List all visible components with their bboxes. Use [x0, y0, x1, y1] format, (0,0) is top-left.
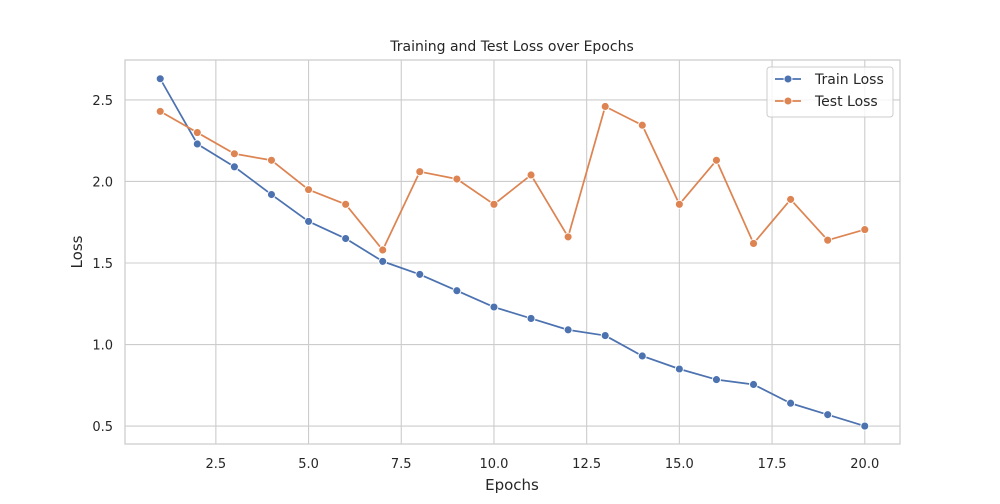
data-point-train-loss	[192, 139, 202, 149]
y-tick-label: 2.0	[92, 175, 113, 190]
series-layer	[155, 74, 870, 431]
y-tick-label: 2.5	[92, 94, 113, 109]
data-point-test-loss	[341, 199, 351, 209]
data-point-train-loss	[860, 421, 870, 431]
data-point-test-loss	[526, 170, 536, 180]
series-line-train-loss	[159, 77, 866, 427]
y-tick-label: 1.5	[92, 257, 113, 272]
data-point-test-loss	[786, 194, 796, 204]
data-point-test-loss	[860, 225, 870, 235]
data-point-train-loss	[563, 325, 573, 335]
legend-label-train-loss: Train Loss	[814, 72, 884, 88]
data-point-test-loss	[637, 120, 647, 130]
data-point-train-loss	[749, 380, 758, 389]
x-tick-label: 10.0	[479, 457, 508, 472]
x-axis-label: Epochs	[485, 476, 539, 494]
x-tick-label: 17.5	[758, 457, 787, 472]
data-point-train-loss	[341, 234, 351, 243]
data-point-test-loss	[192, 128, 202, 138]
x-tick-label: 15.0	[665, 457, 694, 472]
legend: Train Loss Test Loss	[766, 66, 894, 118]
legend-label-test-loss: Test Loss	[814, 94, 878, 110]
data-point-test-loss	[711, 155, 721, 165]
x-tick-label: 7.5	[391, 457, 412, 472]
data-point-test-loss	[563, 232, 573, 242]
data-point-train-loss	[155, 74, 165, 84]
data-point-train-loss	[304, 216, 314, 226]
data-point-test-loss	[600, 102, 610, 111]
data-point-test-loss	[267, 155, 276, 165]
data-point-train-loss	[452, 286, 462, 296]
series-train-loss	[155, 74, 870, 431]
x-axis-ticks: 2.5 5.0 7.5 10.0 12.5 15.0 17.5 20.0	[206, 457, 880, 472]
data-point-train-loss	[415, 269, 425, 279]
data-point-test-loss	[674, 199, 684, 209]
x-tick-label: 5.0	[298, 457, 319, 472]
data-point-test-loss	[749, 238, 758, 248]
data-point-train-loss	[267, 190, 276, 199]
data-point-test-loss	[452, 174, 462, 184]
series-line-test-loss	[159, 105, 866, 251]
y-tick-label: 1.0	[92, 339, 113, 354]
chart-title: Training and Test Loss over Epochs	[389, 39, 634, 55]
x-tick-label: 2.5	[206, 457, 227, 472]
data-point-test-loss	[823, 235, 833, 245]
x-tick-label: 20.0	[850, 457, 879, 472]
data-point-test-loss	[489, 199, 499, 209]
data-point-train-loss	[637, 351, 647, 361]
data-point-test-loss	[378, 245, 388, 255]
y-axis-ticks: 0.5 1.0 1.5 2.0 2.5	[92, 94, 113, 435]
plot-frame	[124, 59, 901, 445]
data-point-train-loss	[674, 364, 684, 374]
data-point-test-loss	[415, 167, 425, 177]
data-point-train-loss	[823, 410, 833, 420]
data-point-train-loss	[526, 313, 536, 323]
data-point-train-loss	[229, 162, 239, 172]
data-point-test-loss	[304, 185, 314, 195]
data-point-train-loss	[489, 302, 499, 312]
grid-lines	[125, 60, 900, 444]
series-test-loss	[155, 102, 870, 255]
data-point-train-loss	[378, 256, 388, 266]
data-point-train-loss	[786, 398, 796, 408]
y-tick-label: 0.5	[92, 420, 113, 435]
data-point-train-loss	[600, 331, 610, 341]
legend-marker-train-loss	[783, 74, 793, 84]
y-axis-label: Loss	[68, 235, 86, 268]
x-tick-label: 12.5	[572, 457, 601, 472]
legend-marker-test-loss	[783, 96, 793, 106]
data-point-test-loss	[229, 149, 239, 159]
data-point-train-loss	[711, 375, 721, 385]
data-point-test-loss	[155, 106, 165, 116]
